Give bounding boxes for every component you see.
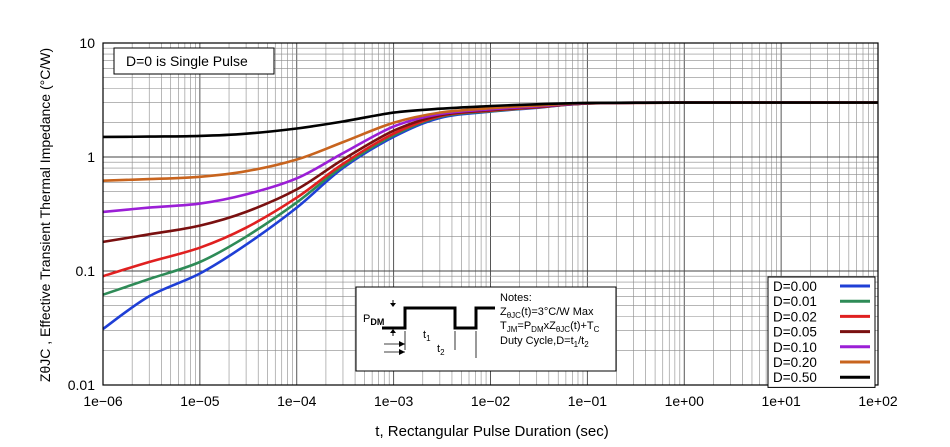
- legend-entry-label: D=0.50: [773, 370, 817, 385]
- series-lines: [102, 101, 878, 331]
- x-tick-label: 1e−03: [374, 393, 414, 409]
- x-tick-labels: 1e−06 1e−05 1e−04 1e−03 1e−02 1e−01 1e+00 1e+01…: [83, 393, 898, 409]
- single-pulse-text: D=0 is Single Pulse: [126, 53, 248, 69]
- legend: D=0.00D=0.01D=0.02D=0.05D=0.10D=0.20D=0.…: [767, 276, 876, 388]
- legend-entry-label: D=0.20: [773, 355, 817, 370]
- notes-line-junction-temp: TJM=PDMxZθJC(t)+TC: [500, 320, 600, 334]
- legend-entry-label: D=0.00: [773, 279, 817, 294]
- y-tick-label: 10: [79, 35, 95, 51]
- y-tick-label: 0.1: [76, 263, 96, 279]
- notes-title: Notes:: [500, 292, 532, 304]
- notes-line-impedance: ZθJC(t)=3°C/W Max: [500, 306, 594, 320]
- legend-entry-label: D=0.01: [773, 294, 817, 309]
- legend-entry-label: D=0.10: [773, 340, 817, 355]
- t1-label: t1: [423, 329, 431, 343]
- notes-box: PDM t1 t2 Notes: ZθJC(t)=3°C/W Max TJM=P…: [355, 286, 617, 372]
- t2-label: t2: [437, 343, 445, 357]
- legend-entry-label: D=0.02: [773, 309, 817, 324]
- pdm-label: PDM: [363, 313, 384, 327]
- x-tick-label: 1e−05: [180, 393, 220, 409]
- notes-line-duty-cycle: Duty Cycle,D=t1/t2: [500, 335, 589, 349]
- x-tick-label: 1e+02: [858, 393, 898, 409]
- x-tick-label: 1e−04: [277, 393, 317, 409]
- x-tick-label: 1e−02: [471, 393, 511, 409]
- x-tick-label: 1e−06: [83, 393, 123, 409]
- legend-entry-label: D=0.05: [773, 325, 817, 340]
- y-tick-labels: 0.01 0.1 1 10: [68, 35, 95, 393]
- series-line-D050: [102, 101, 878, 139]
- x-axis-label: t, Rectangular Pulse Duration (sec): [375, 423, 608, 440]
- plot-frame: [102, 42, 879, 386]
- x-tick-label: 1e−01: [568, 393, 608, 409]
- pulse-waveform-diagram: PDM t1 t2: [363, 300, 495, 358]
- x-tick-label: 1e+00: [665, 393, 705, 409]
- x-tick-label: 1e+01: [761, 393, 801, 409]
- y-tick-label: 0.01: [68, 377, 95, 393]
- y-axis-label: ZθJC , Effective Transient Thermal Imped…: [37, 48, 53, 382]
- y-tick-label: 1: [87, 149, 95, 165]
- single-pulse-annotation: D=0 is Single Pulse: [113, 47, 275, 75]
